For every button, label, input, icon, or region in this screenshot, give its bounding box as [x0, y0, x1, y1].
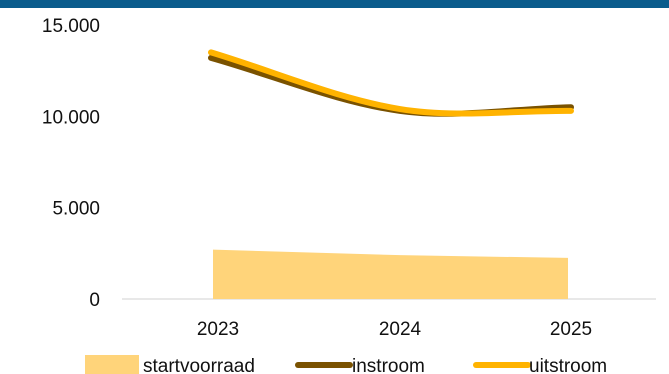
x-tick-label: 2024 [379, 319, 422, 340]
legend-item-startvoorraad: startvoorraad [85, 355, 255, 374]
y-tick-label: 15.000 [42, 16, 100, 37]
area-layer [213, 249, 568, 299]
line-layer [208, 49, 574, 117]
legend-label-instroom: instroom [352, 356, 425, 374]
y-tick-label: 5.000 [52, 199, 100, 220]
top-accent-bar [0, 0, 669, 8]
legend-item-instroom: instroom [295, 356, 425, 374]
y-axis-ticks: 0 5.000 10.000 15.000 [42, 16, 100, 311]
y-tick-label: 10.000 [42, 107, 100, 128]
x-tick-label: 2023 [197, 319, 239, 340]
line-uitstroom [208, 49, 574, 117]
legend-label-startvoorraad: startvoorraad [143, 356, 255, 374]
legend: startvoorraad instroom uitstroom [85, 355, 607, 374]
y-tick-label: 0 [89, 290, 100, 311]
legend-swatch-startvoorraad [85, 355, 139, 374]
x-axis-ticks: 2023 2024 2025 [197, 319, 592, 340]
x-tick-label: 2025 [550, 319, 592, 340]
legend-item-uitstroom: uitstroom [473, 356, 607, 374]
area-startvoorraad [213, 249, 568, 299]
legend-label-uitstroom: uitstroom [529, 356, 607, 374]
